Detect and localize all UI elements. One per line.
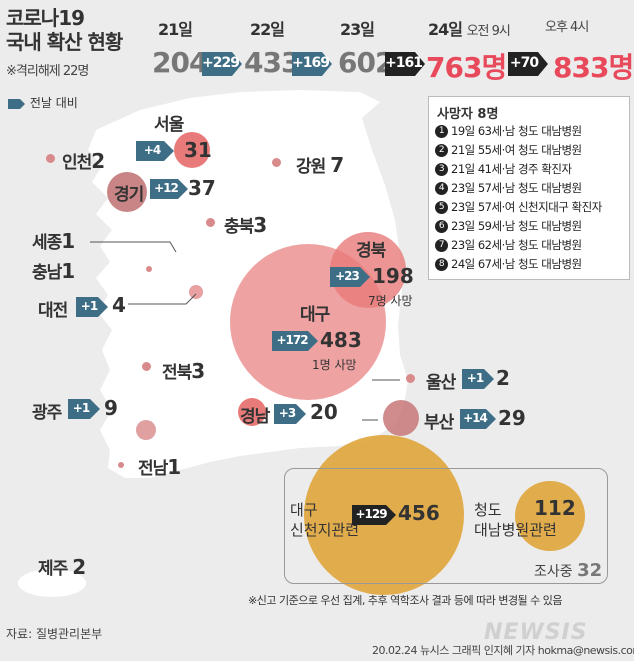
deaths-panel: 사망자 8명 1 19일 63세·남 청도 대남병원 2 21일 55세·여 청도 … — [428, 96, 630, 280]
day-23-label: 23일 — [340, 20, 375, 39]
region-daegu-count: 483 — [320, 328, 362, 352]
incheon-dot — [46, 154, 55, 163]
day-22-label: 22일 — [250, 20, 285, 39]
cluster-daenam-count: 112 — [534, 496, 576, 520]
daenam-circle — [515, 481, 585, 551]
subtitle-recovered: ※격리해제 22명 — [6, 64, 89, 79]
gyeongbuk-deaths-note: 7명 사망 — [368, 294, 413, 308]
death-row: 7 23일 62세·남 청도 대남병원 — [435, 237, 582, 253]
region-gyeongbuk-increase: +23 — [330, 266, 370, 288]
death-row: 3 21일 41세·남 경주 확진자 — [435, 161, 572, 177]
chungnam-dot — [146, 266, 152, 272]
region-busan-count: 29 — [498, 406, 526, 430]
region-daegu-increase: +172 — [272, 330, 318, 352]
death-row: 4 23일 57세·남 청도 대남병원 — [435, 180, 582, 196]
region-gwangju-count: 9 — [104, 396, 118, 420]
increase-arrow-24am: +161 — [385, 50, 425, 78]
region-daejeon-count: 4 — [112, 293, 126, 317]
cluster-shincheonji-count: 456 — [398, 501, 440, 525]
day-21-label: 21일 — [158, 20, 193, 39]
region-jeonnam-name: 전남1 — [138, 455, 181, 479]
region-seoul-increase: +4 — [136, 140, 174, 162]
region-gyeonggi-increase: +12 — [150, 178, 188, 200]
region-chungnam-name: 충남1 — [32, 259, 75, 283]
deaths-title: 사망자 8명 — [437, 107, 499, 122]
gyeongnam-circle — [238, 398, 266, 426]
region-chungbuk-name: 충북3 — [224, 213, 267, 237]
death-row: 8 24일 67세·남 청도 대남병원 — [435, 256, 582, 272]
region-gyeongbuk-name: 경북 — [356, 241, 386, 261]
death-row: 6 23일 59세·남 청도 대남병원 — [435, 218, 582, 234]
region-gyeonggi-name: 경기 — [114, 185, 144, 205]
day-24am-value: 763명 — [426, 51, 507, 84]
jeonnam-dot — [118, 462, 124, 468]
region-gyeonggi-count: 37 — [188, 176, 216, 200]
death-row: 2 21일 55세·여 청도 대남병원 — [435, 142, 582, 158]
region-jeju-name: 제주 2 — [38, 555, 86, 579]
region-incheon-name: 인천2 — [62, 149, 105, 173]
region-gangwon-name: 강원 7 — [296, 153, 344, 177]
daejeon-circle — [189, 285, 203, 299]
region-seoul-name: 서울 — [154, 115, 184, 135]
region-daejeon-increase: +1 — [76, 296, 108, 318]
region-busan-increase: +14 — [460, 408, 496, 430]
region-ulsan-count: 2 — [496, 366, 510, 390]
region-gyeongnam-increase: +3 — [274, 403, 306, 425]
leader-lines — [90, 241, 400, 421]
day-21-value: 204 — [152, 46, 208, 79]
busan-circle — [383, 400, 419, 436]
day-24-pm-label: 오후 4시 — [545, 20, 589, 35]
region-jeonbuk-name: 전북3 — [162, 359, 205, 383]
footnote: ※신고 기준으로 우선 집계, 추후 역학조사 결과 등에 따라 변경될 수 있… — [248, 594, 563, 607]
region-gyeongbuk-count: 198 — [372, 264, 414, 288]
region-gwangju-name: 광주 — [32, 403, 62, 423]
region-ulsan-increase: +1 — [462, 368, 494, 390]
region-ulsan-name: 울산 — [426, 373, 456, 393]
seoul-circle — [174, 132, 210, 168]
cluster-daenam-label: 청도 대남병원관련 — [474, 501, 557, 539]
gyeonggi-circle — [107, 172, 147, 212]
cluster-shincheonji-increase: +129 — [352, 504, 396, 526]
cluster-shincheonji-label: 대구 신천지관련 — [290, 501, 360, 539]
legend-arrow-icon — [8, 98, 25, 109]
jeonbuk-dot — [142, 362, 151, 371]
cluster-panel — [284, 468, 608, 584]
region-seoul-count: 31 — [184, 138, 212, 162]
credit: 20.02.24 뉴시스 그래픽 인지혜 기자 hokma@newsis.com — [372, 644, 634, 657]
day-22-value: 433 — [244, 46, 300, 79]
region-gyeongnam-count: 20 — [310, 400, 338, 424]
daegu-deaths-note: 1명 사망 — [312, 358, 357, 372]
day-24pm-value: 833명 — [553, 51, 634, 84]
region-sejong-name: 세종1 — [32, 229, 75, 253]
death-row: 5 23일 57세·여 신천지대구 확진자 — [435, 199, 602, 215]
increase-arrow-22: +229 — [202, 50, 242, 78]
region-daegu-name: 대구 — [300, 305, 330, 325]
jeju-island-shape — [18, 569, 86, 597]
page-title: 코로나19 국내 확산 현황 — [6, 6, 123, 54]
region-daejeon-name: 대전 — [38, 301, 68, 321]
chungbuk-dot — [206, 218, 215, 227]
newsis-watermark: NEWSIS — [484, 620, 588, 645]
region-busan-name: 부산 — [424, 413, 454, 433]
gwangju-circle — [136, 420, 156, 440]
increase-arrow-24pm: +70 — [508, 50, 548, 78]
source: 자료: 질병관리본부 — [6, 627, 103, 641]
ulsan-dot — [406, 374, 415, 383]
gangwon-dot — [272, 158, 281, 167]
region-gyeongnam-name: 경남 — [240, 407, 270, 427]
death-row: 1 19일 63세·남 청도 대남병원 — [435, 123, 582, 139]
region-gwangju-increase: +1 — [68, 398, 100, 420]
investigating-label: 조사중 32 — [534, 560, 603, 581]
gyeongbuk-circle — [330, 232, 406, 308]
increase-arrow-23: +169 — [292, 50, 332, 78]
day-24-label: 24일 오전 9시 — [428, 20, 511, 39]
legend: 전날 대비 — [8, 94, 78, 111]
